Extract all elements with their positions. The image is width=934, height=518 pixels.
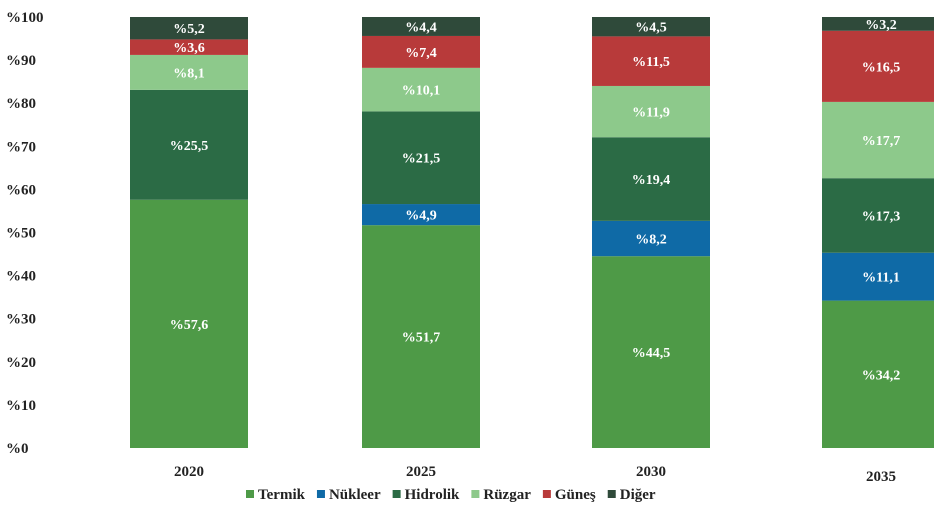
bar-segment [362,35,480,68]
data-label: %11,9 [632,106,670,121]
bar-segment [362,225,480,448]
data-label: %11,1 [862,271,900,286]
bar-segment [362,67,480,112]
bar-segment [130,39,248,55]
data-label: %10,1 [402,84,441,99]
data-label: %19,4 [632,173,671,188]
data-label: %3,2 [865,18,897,33]
data-label: %25,5 [170,139,209,154]
bar-segment [130,54,248,90]
y-tick-label: %10 [6,398,36,414]
y-tick-label: %80 [6,96,36,112]
legend-label: Nükleer [329,487,381,503]
legend-label: Termik [258,487,306,503]
legend-label: Hidrolik [405,487,460,503]
bars: %57,6 %25,5 %8,1 %3,6 %5,2 %51,7 %4,9 %21,5 %10,… [130,17,934,448]
data-label: %4,9 [405,209,437,224]
data-label: %57,6 [170,318,209,333]
bar-segment [362,204,480,226]
x-tick-label: 2035 [866,469,896,485]
data-label: %8,1 [173,66,205,81]
bar-segment [592,256,710,448]
data-label: %3,6 [173,41,205,56]
y-tick-label: %20 [6,355,36,371]
y-axis: %0 %10 %20 %30 %40 %50 %60 %70 %80 %90 %100 [6,10,44,457]
legend-label: Güneş [555,487,596,503]
bar-segment [592,17,710,37]
y-tick-label: %90 [6,53,36,69]
legend-swatch [392,490,401,498]
bar-segment [822,300,934,448]
data-label: %7,4 [405,46,437,61]
bar-segment [822,30,934,102]
data-label: %4,5 [635,21,667,36]
bar-segment [592,36,710,86]
x-axis: 2020 2025 2030 2035 [174,464,896,485]
data-label: %17,3 [862,209,901,224]
data-label: %11,5 [632,55,670,70]
bar-segment [130,199,248,448]
data-label: %16,5 [862,60,901,75]
data-label: %17,7 [862,134,901,149]
data-label: %4,4 [405,20,437,35]
bar-segment [822,17,934,31]
y-tick-label: %50 [6,226,36,242]
legend-label: Rüzgar [483,487,531,503]
bar-segment [822,178,934,253]
data-label: %21,5 [402,152,441,167]
legend-swatch [246,490,254,498]
bar-segment [822,101,934,179]
data-label: %34,2 [862,368,901,383]
bar-segment [362,111,480,205]
legend: Termik Nükleer Hidrolik Rüzgar Güneş Diğer [246,487,656,503]
y-tick-label: %0 [6,441,29,457]
x-tick-label: 2020 [174,464,204,480]
bar-segment [130,89,248,200]
bar-segment [362,17,480,36]
bar-segment [592,137,710,221]
data-label: %5,2 [173,22,205,37]
legend-swatch [542,490,551,498]
legend-label: Diğer [620,487,656,503]
x-tick-label: 2030 [636,464,666,480]
bar-segment [592,85,710,138]
bar-segment [822,252,934,301]
y-tick-label: %60 [6,182,36,198]
data-label: %51,7 [402,331,441,346]
bar-segment [130,17,248,40]
y-tick-label: %40 [6,269,36,285]
x-tick-label: 2025 [406,464,436,480]
legend-swatch [607,490,616,498]
legend-swatch [316,490,325,498]
bar-segment [592,220,710,257]
data-label: %44,5 [632,346,671,361]
y-tick-label: %70 [6,139,36,155]
y-tick-label: %100 [6,10,44,26]
legend-swatch [471,490,480,498]
y-tick-label: %30 [6,312,36,328]
data-label: %8,2 [635,233,667,248]
